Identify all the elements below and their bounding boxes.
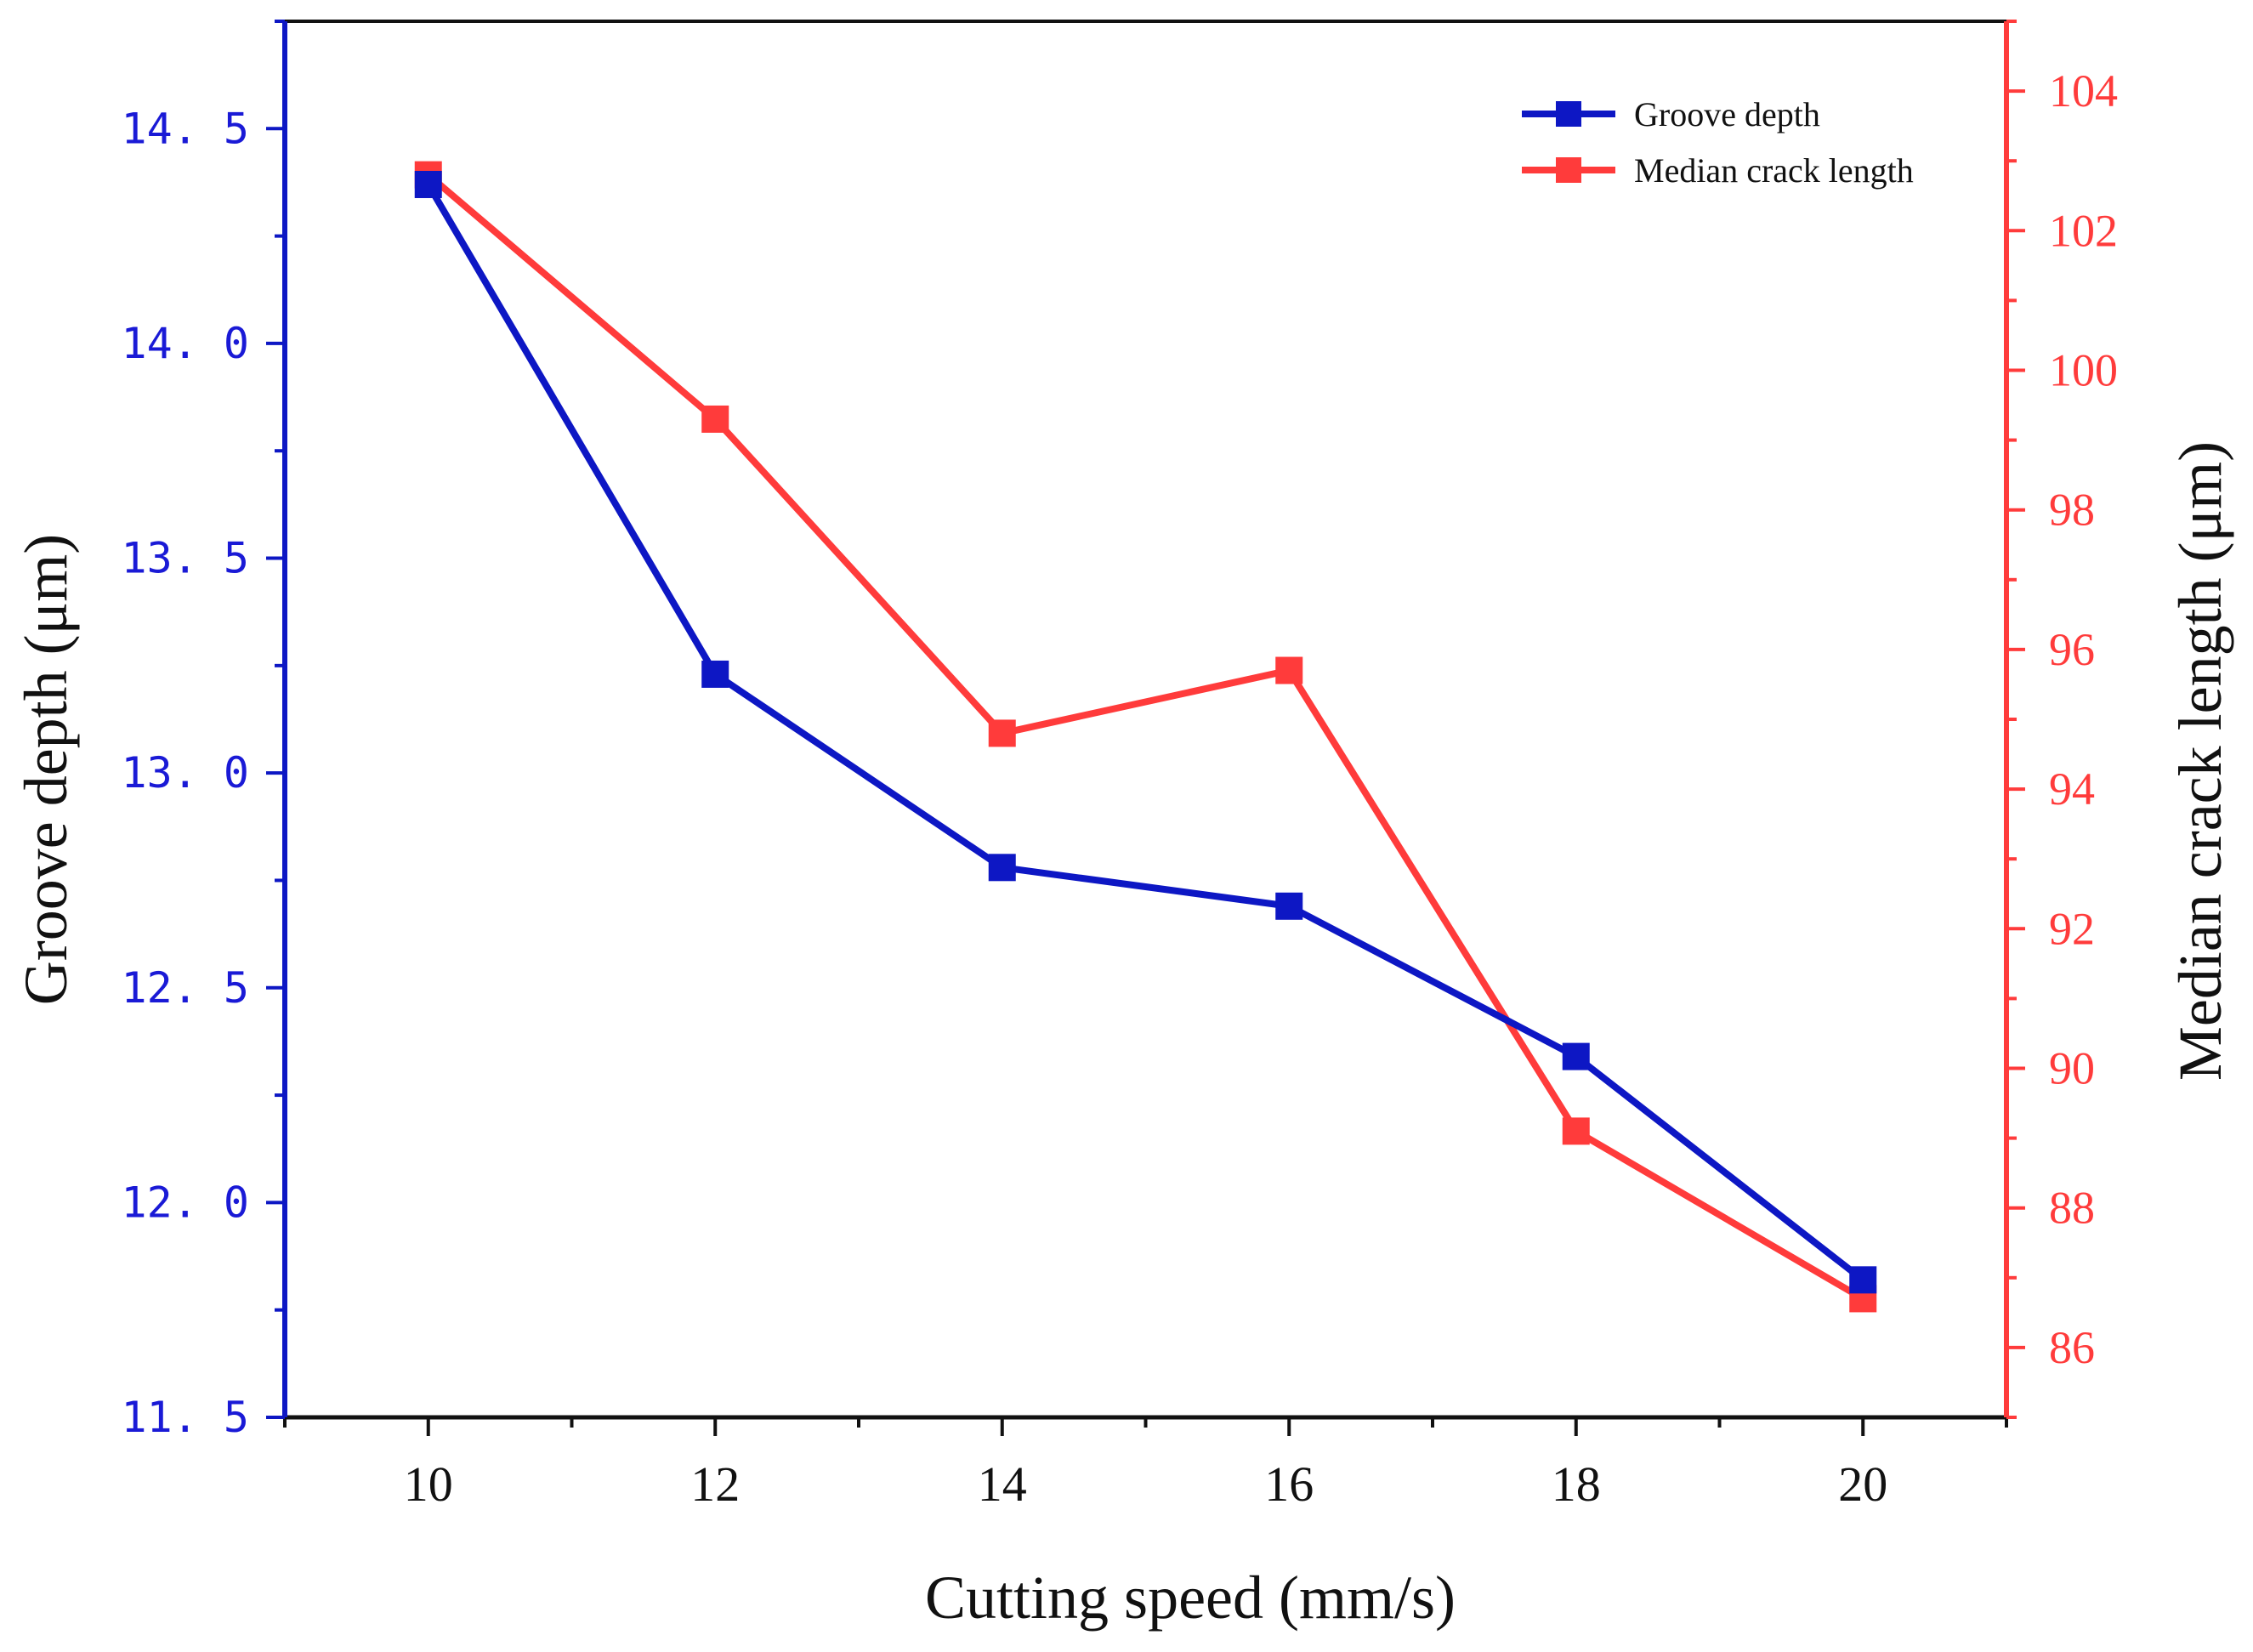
y-right-tick-label: 94 — [2049, 764, 2095, 815]
data-point-groove-depth — [1562, 1042, 1590, 1070]
legend-marker-median-crack-length — [1556, 157, 1581, 183]
y-right-tick-label: 98 — [2049, 485, 2095, 536]
y-axis-left-title: Groove depth (μm) — [12, 534, 80, 1005]
legend: Groove depth Median crack length — [1522, 95, 1914, 190]
data-point-groove-depth — [701, 660, 729, 688]
y-left-tick-label: 13. 5 — [121, 534, 249, 583]
x-axis-title: Cutting speed (mm/s) — [925, 1564, 1456, 1632]
legend-label-median-crack-length: Median crack length — [1634, 151, 1914, 190]
legend-label-groove-depth: Groove depth — [1634, 95, 1820, 133]
x-tick-label: 20 — [1838, 1456, 1887, 1512]
data-point-groove-depth — [1275, 892, 1303, 920]
y-left-tick-label: 11. 5 — [121, 1393, 249, 1442]
y-right-tick-label: 86 — [2049, 1322, 2095, 1373]
y-left-tick-label: 14. 5 — [121, 104, 249, 153]
x-tick-label: 16 — [1264, 1456, 1314, 1512]
data-point-groove-depth — [414, 170, 442, 198]
y-right-tick-label: 102 — [2049, 205, 2118, 256]
series-layer — [414, 161, 1877, 1313]
y-left-tick-label: 12. 5 — [121, 963, 249, 1013]
series-line-groove-depth — [425, 182, 1865, 1283]
y-left-tick-label: 12. 0 — [121, 1178, 249, 1227]
y-right-tick-label: 92 — [2049, 903, 2095, 954]
y-right-tick-label: 100 — [2049, 345, 2118, 396]
y-right-tick-label: 88 — [2049, 1183, 2095, 1234]
y-left-tick-label: 14. 0 — [121, 319, 249, 368]
data-point-groove-depth — [1849, 1266, 1877, 1294]
data-point-median-crack-length — [988, 719, 1016, 747]
data-point-median-crack-length — [1562, 1117, 1590, 1145]
y-right-tick-label: 96 — [2049, 624, 2095, 675]
y-axis-right-title: Median crack length (μm) — [2166, 441, 2234, 1081]
y-right-tick-label: 104 — [2049, 65, 2118, 116]
y-left-tick-label: 13. 0 — [121, 748, 249, 798]
legend-marker-groove-depth — [1556, 101, 1581, 127]
series-line-median-crack-length — [426, 172, 1865, 1302]
x-tick-label: 18 — [1552, 1456, 1601, 1512]
axes: 10 12 14 16 18 20 11. 5 12. 0 12. 5 13. 0 13. 5 14.… — [121, 20, 2118, 1512]
y-right-tick-label: 90 — [2049, 1043, 2095, 1094]
data-point-groove-depth — [988, 854, 1016, 882]
x-tick-label: 12 — [690, 1456, 740, 1512]
x-tick-label: 14 — [978, 1456, 1027, 1512]
data-point-median-crack-length — [1275, 656, 1303, 684]
x-tick-label: 10 — [404, 1456, 453, 1512]
data-point-median-crack-length — [701, 405, 729, 433]
